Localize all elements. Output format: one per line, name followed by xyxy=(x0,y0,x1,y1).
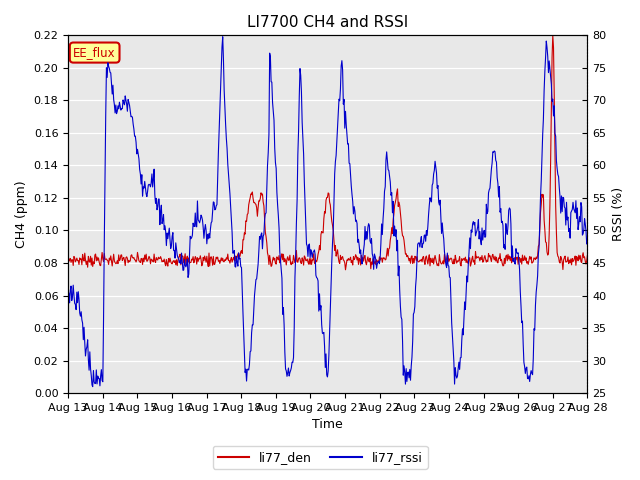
Text: EE_flux: EE_flux xyxy=(74,46,116,59)
Y-axis label: RSSI (%): RSSI (%) xyxy=(612,187,625,241)
Legend: li77_den, li77_rssi: li77_den, li77_rssi xyxy=(212,446,428,469)
X-axis label: Time: Time xyxy=(312,419,343,432)
Title: LI7700 CH4 and RSSI: LI7700 CH4 and RSSI xyxy=(247,15,408,30)
Y-axis label: CH4 (ppm): CH4 (ppm) xyxy=(15,180,28,248)
